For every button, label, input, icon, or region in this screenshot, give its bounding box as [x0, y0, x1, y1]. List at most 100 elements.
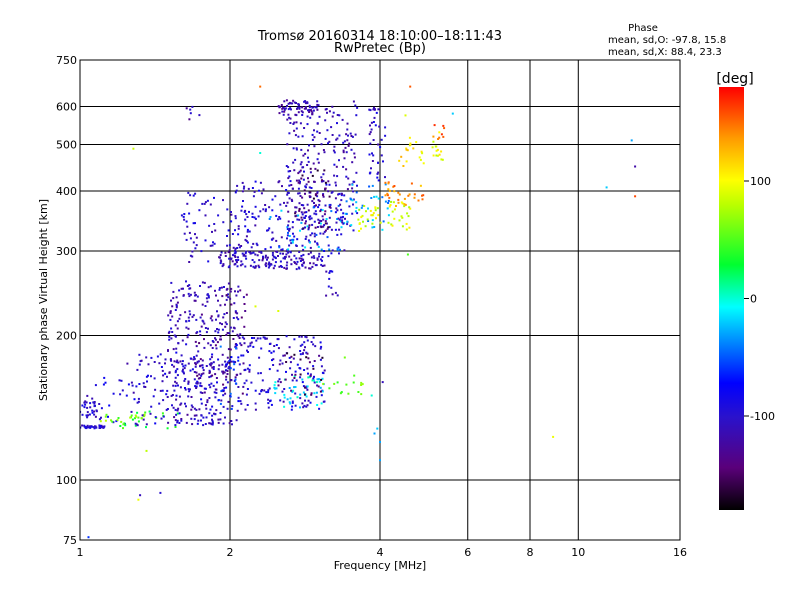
data-point — [334, 211, 337, 214]
data-point — [256, 254, 259, 257]
data-point — [153, 361, 156, 363]
data-point — [364, 225, 367, 228]
data-point — [307, 372, 309, 375]
data-point — [376, 176, 379, 179]
data-point — [293, 353, 296, 356]
data-point — [145, 356, 148, 359]
data-point — [241, 205, 244, 208]
data-point — [340, 199, 343, 202]
data-point — [289, 251, 292, 254]
data-point — [316, 243, 319, 246]
data-point — [312, 367, 315, 370]
data-point — [436, 154, 439, 157]
data-point — [178, 422, 181, 424]
data-point — [213, 391, 216, 394]
data-point — [393, 190, 396, 193]
data-point — [292, 123, 295, 125]
data-point — [187, 292, 190, 295]
data-point — [224, 255, 227, 257]
data-point — [412, 147, 415, 150]
data-point — [245, 250, 248, 253]
data-point — [309, 116, 312, 119]
data-point — [237, 256, 239, 259]
data-point — [265, 391, 268, 394]
data-point — [324, 210, 327, 213]
data-point — [306, 339, 309, 342]
data-point — [408, 226, 411, 229]
data-point — [259, 210, 262, 213]
data-point — [207, 286, 210, 289]
data-point — [309, 373, 312, 376]
data-point — [284, 378, 287, 381]
data-point — [272, 237, 275, 240]
data-point — [308, 144, 310, 147]
data-point — [285, 253, 288, 256]
data-point — [172, 348, 175, 351]
x-tick-label: 8 — [527, 546, 534, 559]
data-point — [256, 244, 259, 247]
data-point — [288, 244, 291, 247]
data-point — [379, 459, 381, 462]
data-point — [324, 181, 327, 184]
data-point — [291, 401, 294, 404]
data-point — [376, 207, 379, 210]
data-point — [344, 212, 347, 215]
data-point — [225, 312, 228, 314]
data-point — [138, 363, 141, 366]
data-point — [335, 138, 338, 141]
data-point — [170, 337, 173, 340]
data-point — [408, 136, 411, 139]
data-point — [217, 399, 220, 401]
data-point — [419, 158, 422, 161]
data-point — [134, 417, 136, 420]
data-point — [234, 311, 237, 314]
data-point — [222, 199, 224, 202]
data-point — [306, 123, 309, 126]
data-point — [316, 195, 319, 198]
data-point — [324, 204, 327, 207]
data-point — [321, 371, 324, 374]
data-point — [322, 149, 325, 151]
data-point — [190, 396, 193, 398]
data-point — [243, 325, 246, 328]
data-point — [294, 134, 297, 137]
data-point — [231, 233, 234, 235]
data-point — [342, 141, 345, 144]
data-point — [267, 402, 270, 405]
data-point — [252, 195, 255, 198]
phase-box-line-o: mean, sd,O: -97.8, 15.8 — [608, 35, 726, 46]
data-point — [93, 410, 96, 413]
data-point — [222, 394, 225, 397]
data-point — [344, 146, 347, 149]
data-point — [339, 220, 342, 223]
data-point — [274, 261, 277, 264]
data-point — [336, 209, 339, 212]
data-point — [300, 204, 303, 206]
data-point — [171, 331, 174, 333]
data-point — [324, 119, 327, 122]
data-point — [304, 246, 307, 249]
data-point — [145, 423, 148, 426]
data-point — [212, 241, 214, 244]
data-point — [283, 201, 285, 204]
data-point — [235, 347, 237, 350]
data-point — [280, 104, 283, 106]
data-point — [336, 294, 339, 297]
data-point — [221, 353, 224, 356]
data-point — [257, 372, 260, 375]
data-point — [299, 353, 302, 356]
data-point — [408, 193, 411, 196]
data-point — [184, 387, 186, 389]
data-point — [227, 251, 230, 254]
data-point — [321, 390, 324, 393]
data-point — [228, 244, 231, 247]
data-point — [194, 233, 196, 236]
data-point — [339, 203, 342, 206]
data-point — [154, 422, 157, 425]
data-point — [287, 220, 290, 223]
data-point — [306, 101, 309, 104]
data-point — [320, 365, 323, 368]
data-point — [352, 198, 355, 201]
data-point — [327, 244, 330, 247]
